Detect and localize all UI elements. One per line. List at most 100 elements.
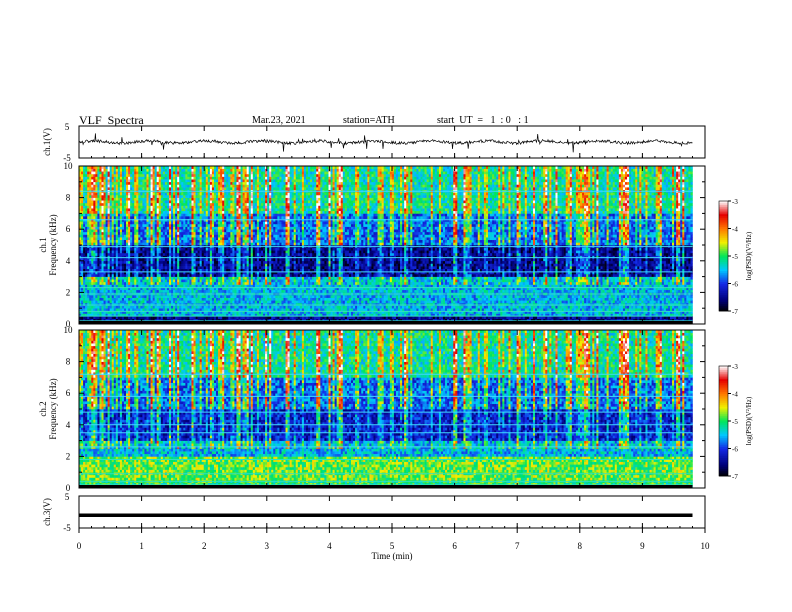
spectrogram-cell xyxy=(126,297,129,301)
spectrogram-cell xyxy=(582,297,585,301)
spectrogram-cell xyxy=(680,295,683,298)
spectrogram-cell xyxy=(187,305,190,309)
spectrogram-cell xyxy=(408,295,411,298)
spectrogram-cell xyxy=(211,318,215,322)
spectrogram-cell xyxy=(406,281,409,285)
spectrogram-cell xyxy=(156,284,160,288)
spectrogram-cell xyxy=(136,284,139,288)
spectrogram-cell xyxy=(89,297,92,301)
spectrogram-cell xyxy=(500,284,503,288)
spectrogram-cell xyxy=(140,279,143,283)
spectrogram-cell xyxy=(277,300,280,304)
spectrogram-cell xyxy=(420,313,423,317)
spectrogram-cell xyxy=(584,287,587,291)
spectrogram-cell xyxy=(492,300,495,304)
spectrogram-cell xyxy=(514,295,517,298)
spectrogram-cell xyxy=(91,302,94,306)
spectrogram-cell xyxy=(97,300,100,304)
spectrogram-cell xyxy=(234,279,237,283)
spectrogram-cell xyxy=(156,318,160,322)
spectrogram-cell xyxy=(682,287,685,291)
spectrogram-cell xyxy=(305,300,309,304)
spectrogram-cell xyxy=(93,279,96,283)
spectrogram-cell xyxy=(320,287,323,291)
spectrogram-cell xyxy=(430,300,434,304)
spectrogram-cell xyxy=(83,295,86,298)
spectrogram-cell xyxy=(342,302,346,306)
spectrogram-cell xyxy=(610,316,614,320)
spectrogram-cell xyxy=(322,318,325,322)
spectrogram-cell xyxy=(95,308,98,312)
spectrogram-cell xyxy=(385,318,389,322)
spectrogram-cell xyxy=(197,287,200,291)
spectrogram-cell xyxy=(667,281,671,285)
spectrogram-cell xyxy=(627,284,630,288)
spectrogram-cell xyxy=(340,289,344,293)
spectrogram-cell xyxy=(203,313,207,317)
spectrogram-cell xyxy=(297,284,301,288)
spectrogram-cell xyxy=(81,310,84,314)
spectrogram-cell xyxy=(373,297,376,301)
spectrogram-cell xyxy=(248,313,252,317)
spectrogram-cell xyxy=(557,300,560,304)
spectrogram-cell xyxy=(316,305,319,309)
spectrogram-cell xyxy=(228,289,231,293)
spectrogram-cell xyxy=(277,310,280,314)
spectrogram-cell xyxy=(244,295,247,298)
spectrogram-cell xyxy=(144,279,147,283)
spectrogram-cell xyxy=(199,300,202,304)
spectrogram-cell xyxy=(412,316,415,320)
spectrogram-cell xyxy=(649,310,652,314)
spectrogram-cell xyxy=(318,310,321,314)
spectrogram-cell xyxy=(406,318,409,322)
spectrogram-cell xyxy=(226,295,229,298)
spectrogram-cell xyxy=(222,316,225,320)
spectrogram-cell xyxy=(267,297,270,301)
spectrogram-cell xyxy=(657,302,661,306)
spectrogram-cell xyxy=(181,295,184,298)
spectrogram-cell xyxy=(575,300,579,304)
spectrogram-cell xyxy=(305,308,309,312)
spectrogram-cell xyxy=(690,308,693,312)
spectrogram-cell xyxy=(604,318,607,322)
spectrogram-cell xyxy=(400,297,403,301)
spectrogram-cell xyxy=(222,313,225,317)
spectrogram-cell xyxy=(105,300,108,304)
spectrogram-cell xyxy=(299,305,303,309)
spectrogram-cell xyxy=(230,289,233,293)
spectrogram-cell xyxy=(263,316,266,320)
spectrogram-cell xyxy=(485,287,489,291)
spectrogram-cell xyxy=(234,302,237,306)
spectrogram-cell xyxy=(430,287,434,291)
spectrogram-cell xyxy=(569,305,573,309)
spectrogram-cell xyxy=(445,281,448,285)
spectrogram-cell xyxy=(97,281,100,285)
spectrogram-cell xyxy=(289,318,292,322)
spectrogram-cell xyxy=(134,284,137,288)
spectrogram-cell xyxy=(428,308,432,312)
spectrogram-cell xyxy=(367,284,370,288)
spectrogram-cell xyxy=(295,287,299,291)
spectrogram-cell xyxy=(295,302,299,306)
spectrogram-cell xyxy=(547,297,550,301)
spectrogram-cell xyxy=(610,313,614,317)
spectrogram-cell xyxy=(332,305,335,309)
spectrogram-cell xyxy=(140,302,143,306)
spectrogram-cell xyxy=(586,316,589,320)
spectrogram-cell xyxy=(432,318,436,322)
spectrogram-cell xyxy=(659,284,663,288)
spectrogram-cell xyxy=(625,302,628,306)
spectrogram-cell xyxy=(121,305,125,309)
spectrogram-cell xyxy=(340,295,344,298)
spectrogram-cell xyxy=(130,297,133,301)
spectrogram-cell xyxy=(350,300,354,304)
spectrogram-cell xyxy=(318,318,321,322)
spectrogram-cell xyxy=(518,300,521,304)
spectrogram-cell xyxy=(473,287,477,291)
spectrogram-cell xyxy=(655,297,659,301)
spectrogram-cell xyxy=(389,318,393,322)
spectrogram-cell xyxy=(281,318,284,322)
spectrogram-cell xyxy=(95,305,98,309)
spectrogram-cell xyxy=(504,310,507,314)
spectrogram-cell xyxy=(387,284,391,288)
